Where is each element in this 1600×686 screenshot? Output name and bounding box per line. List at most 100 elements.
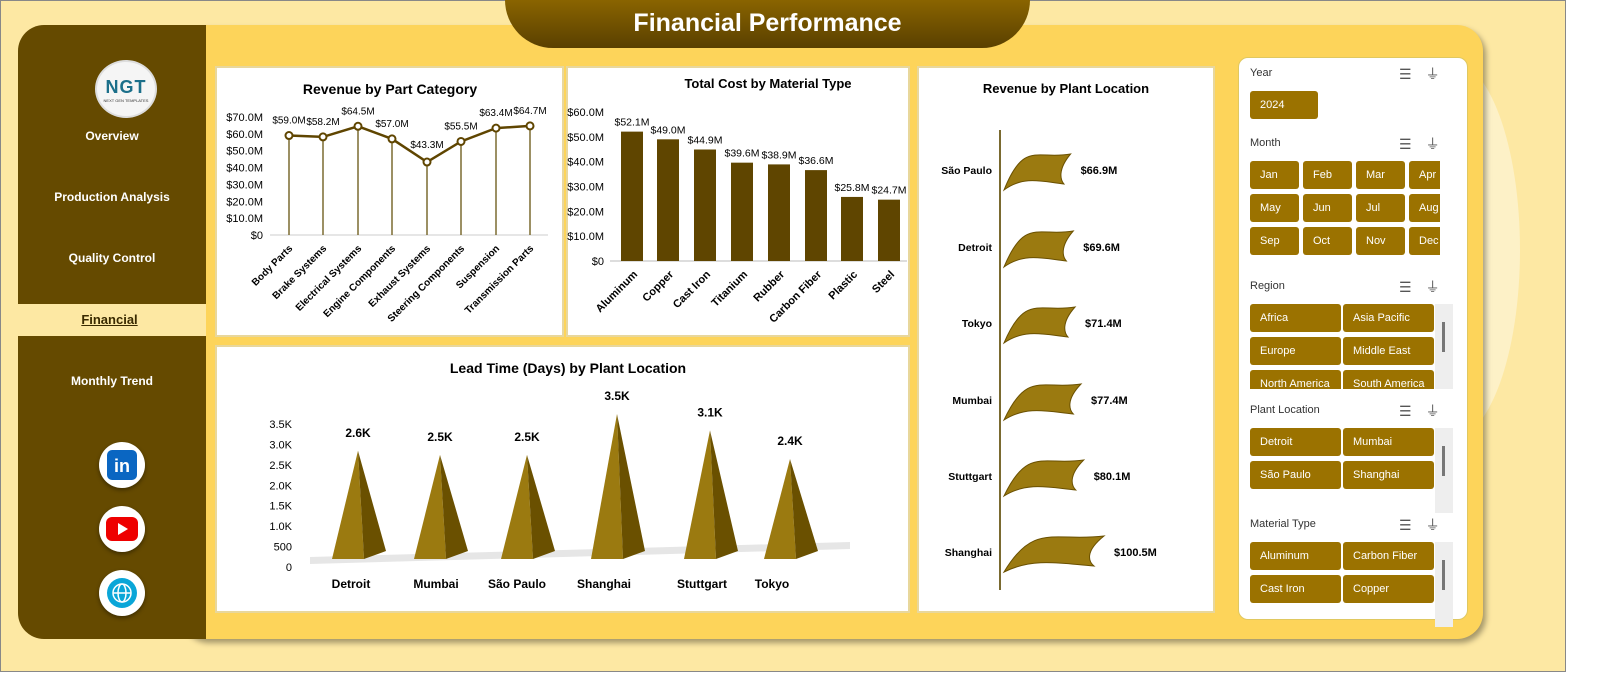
clear-filter-icon[interactable]: ⏚	[1425, 279, 1440, 295]
y-tick-label: 3.0K	[269, 439, 292, 451]
slicer-region-scrollbar[interactable]	[1435, 304, 1453, 389]
x-tick-label: Electrical Systems	[294, 243, 365, 314]
clear-filter-icon[interactable]: ⏚	[1425, 517, 1440, 533]
cone-front	[414, 454, 446, 559]
x-tick-label: Copper	[640, 268, 676, 304]
slicer-month-option[interactable]: May	[1250, 194, 1299, 222]
y-tick-label: 2.0K	[269, 480, 292, 492]
nav-production-analysis[interactable]: Production Analysis	[54, 190, 170, 204]
slicer-plant-title: Plant Location	[1250, 404, 1320, 416]
slicer-plant-option[interactable]: Shanghai	[1343, 461, 1434, 489]
slicer-plant-option[interactable]: Detroit	[1250, 428, 1341, 456]
slicer-year-title: Year	[1250, 67, 1273, 79]
slicer-month-option[interactable]: Aug	[1409, 194, 1440, 222]
cone-side	[527, 454, 555, 559]
multi-select-icon[interactable]: ☰	[1399, 136, 1412, 152]
multi-select-icon[interactable]: ☰	[1399, 517, 1412, 533]
multi-select-icon[interactable]: ☰	[1399, 279, 1412, 295]
website-button[interactable]	[99, 570, 145, 616]
slicer-region-option[interactable]: Asia Pacific	[1343, 304, 1434, 332]
slicer-month-option[interactable]: Dec	[1409, 227, 1440, 255]
data-label: $43.3M	[410, 140, 443, 151]
clear-filter-icon[interactable]: ⏚	[1425, 136, 1440, 152]
data-label: $66.9M	[1081, 165, 1118, 177]
x-tick-label: Cast Iron	[671, 268, 713, 310]
slicer-month-option[interactable]: Jul	[1356, 194, 1405, 222]
slicer-month-option[interactable]: Feb	[1303, 161, 1352, 189]
y-tick-label: $0	[251, 230, 263, 242]
data-label: $38.9M	[761, 149, 796, 161]
clear-filter-icon[interactable]: ⏚	[1425, 66, 1440, 82]
flag-bar	[1002, 153, 1072, 192]
nav-monthly-trend[interactable]: Monthly Trend	[71, 374, 153, 388]
slicer-month-option[interactable]: Oct	[1303, 227, 1352, 255]
data-label: $71.4M	[1085, 318, 1122, 330]
cone-front	[764, 458, 796, 559]
data-label: $63.4M	[479, 108, 512, 119]
cone-front	[684, 430, 716, 559]
globe-icon	[107, 578, 137, 608]
slicer-month-option[interactable]: Nov	[1356, 227, 1405, 255]
slicer-region-option[interactable]: South America	[1343, 370, 1434, 389]
slicer-month-items: Jan Feb Mar Apr May Jun Jul Aug Sep Oct Nov Dec	[1250, 161, 1440, 281]
slicer-material-option[interactable]: Copper	[1343, 575, 1434, 603]
cone-side	[358, 450, 386, 559]
data-label: $69.6M	[1083, 242, 1120, 254]
data-point	[456, 136, 466, 146]
slicer-region-option[interactable]: Middle East	[1343, 337, 1434, 365]
bar	[841, 196, 863, 261]
nav-financial[interactable]: Financial	[13, 304, 206, 336]
data-point	[525, 121, 535, 131]
youtube-button[interactable]	[99, 506, 145, 552]
data-label: 3.5K	[604, 389, 630, 403]
slicer-region-option[interactable]: North America	[1250, 370, 1341, 389]
y-tick-label: $50.0M	[567, 132, 604, 144]
slicer-material-items: Aluminum Carbon Fiber Cast Iron Copper	[1250, 542, 1440, 627]
slicer-month-option[interactable]: Jan	[1250, 161, 1299, 189]
clear-filter-icon[interactable]: ⏚	[1425, 403, 1440, 419]
slicer-month-option[interactable]: Jun	[1303, 194, 1352, 222]
data-label: 2.6K	[345, 426, 371, 440]
nav-quality-control[interactable]: Quality Control	[68, 251, 156, 265]
slicer-material-option[interactable]: Carbon Fiber	[1343, 542, 1434, 570]
data-label: $100.5M	[1114, 547, 1157, 559]
cone-side	[710, 430, 738, 559]
data-point	[387, 134, 397, 144]
slicer-region-option[interactable]: Africa	[1250, 304, 1341, 332]
bar	[694, 149, 716, 261]
data-label: $44.9M	[687, 134, 722, 146]
x-tick-label: São Paulo	[488, 577, 546, 591]
flag-bar	[1002, 535, 1106, 574]
slicer-material-option[interactable]: Aluminum	[1250, 542, 1341, 570]
series-line	[288, 124, 531, 164]
y-tick-label: São Paulo	[941, 165, 992, 177]
linkedin-button[interactable]: in	[99, 442, 145, 488]
slicer-year-items: 2024	[1250, 91, 1440, 211]
slicer-region-title: Region	[1250, 280, 1285, 292]
multi-select-icon[interactable]: ☰	[1399, 403, 1412, 419]
y-tick-label: $20.0M	[226, 196, 263, 208]
slicer-material-option[interactable]: Cast Iron	[1250, 575, 1341, 603]
slicer-year-option[interactable]: 2024	[1250, 91, 1318, 119]
data-point	[353, 121, 363, 131]
slicer-month-option[interactable]: Apr	[1409, 161, 1440, 189]
data-label: $52.1M	[614, 117, 649, 129]
slicer-region-option[interactable]: Europe	[1250, 337, 1341, 365]
slicer-month-option[interactable]: Mar	[1356, 161, 1405, 189]
youtube-icon	[106, 517, 138, 541]
nav-overview[interactable]: Overview	[85, 129, 139, 143]
slicer-plant-scrollbar[interactable]	[1435, 428, 1453, 513]
slicer-month-option[interactable]: Sep	[1250, 227, 1299, 255]
logo-subtitle: NEXT GEN TEMPLATES	[103, 98, 149, 103]
data-label: $24.7M	[871, 185, 906, 197]
multi-select-icon[interactable]: ☰	[1399, 66, 1412, 82]
data-point	[491, 123, 501, 133]
data-label: 2.5K	[514, 430, 540, 444]
chart-title: Revenue by Plant Location	[983, 81, 1149, 96]
slicer-material-scrollbar[interactable]	[1435, 542, 1453, 627]
data-label: 2.4K	[777, 434, 803, 448]
y-tick-label: Shanghai	[945, 547, 992, 559]
data-label: $36.6M	[798, 155, 833, 167]
slicer-plant-option[interactable]: São Paulo	[1250, 461, 1341, 489]
slicer-plant-option[interactable]: Mumbai	[1343, 428, 1434, 456]
